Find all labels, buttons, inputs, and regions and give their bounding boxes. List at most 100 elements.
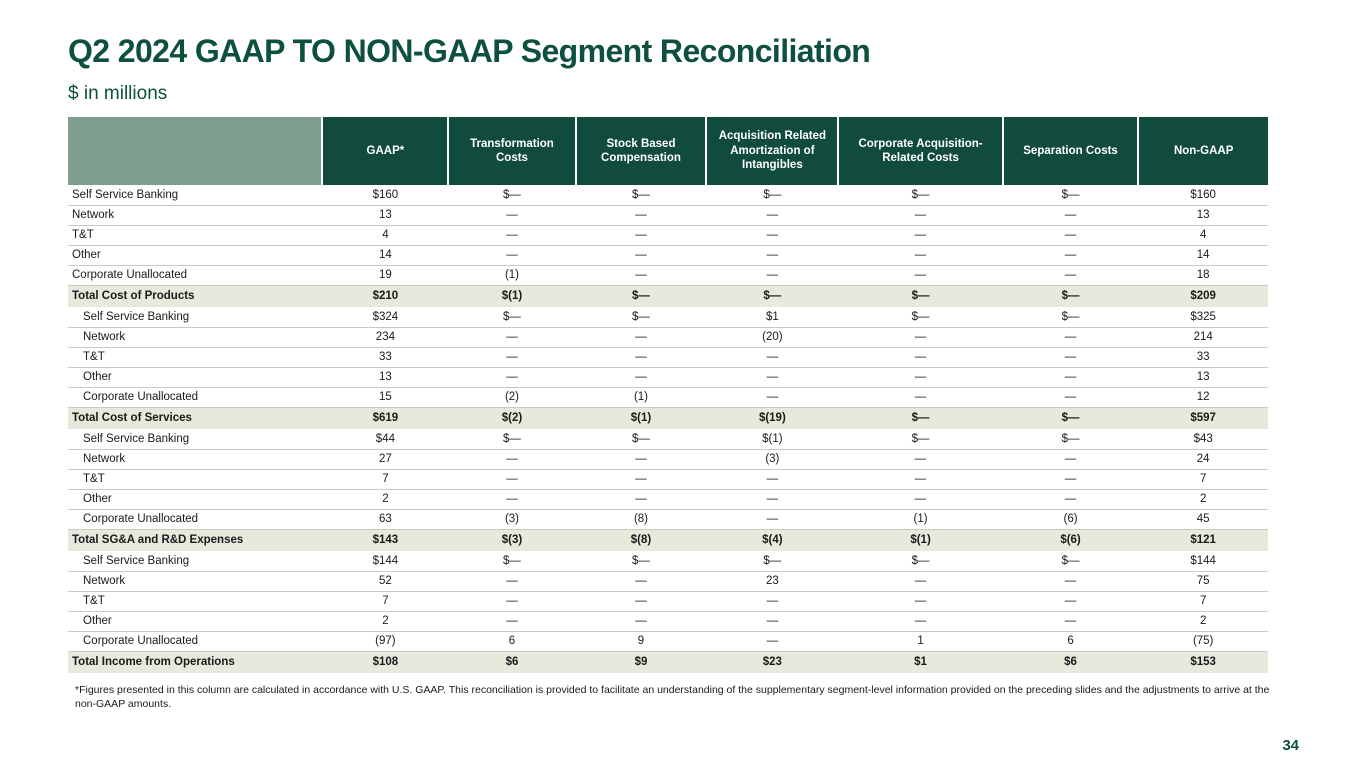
table-row: Network 13— — — — —13 bbox=[68, 205, 1268, 226]
value-cell: $324 bbox=[322, 307, 449, 328]
value-cell: $9 bbox=[575, 651, 707, 673]
value-cell: — bbox=[1002, 571, 1139, 592]
value-cell: $(2) bbox=[448, 407, 576, 429]
value-cell: — bbox=[575, 205, 707, 226]
value-cell: 33 bbox=[1138, 347, 1268, 368]
table-header-row: GAAP* Transformation Costs Stock Based Com… bbox=[68, 117, 1268, 185]
page-number: 34 bbox=[1282, 737, 1299, 754]
row-label: Self Service Banking bbox=[68, 307, 323, 328]
value-cell: 52 bbox=[322, 571, 449, 592]
table-row: Other 14— — — — —14 bbox=[68, 245, 1268, 266]
value-cell: — bbox=[838, 469, 1003, 490]
value-cell: 7 bbox=[1138, 591, 1268, 612]
value-cell: — bbox=[575, 367, 707, 388]
table-row: Other 2— — — — —2 bbox=[68, 611, 1268, 632]
value-cell: 19 bbox=[322, 265, 449, 286]
value-cell: $(6) bbox=[1002, 529, 1139, 551]
value-cell: — bbox=[575, 327, 707, 348]
value-cell: — bbox=[1002, 367, 1139, 388]
value-cell: — bbox=[448, 611, 576, 632]
row-label: Network bbox=[68, 571, 323, 592]
value-cell: 13 bbox=[1138, 205, 1268, 226]
value-cell: $— bbox=[706, 551, 839, 572]
row-label: Corporate Unallocated bbox=[68, 387, 323, 408]
value-cell: $43 bbox=[1138, 429, 1268, 450]
corner-cell bbox=[68, 117, 323, 185]
table-row: Corporate Unallocated 63 (3) (8) — (1) (6) 45 bbox=[68, 509, 1268, 530]
value-cell: (2) bbox=[448, 387, 576, 408]
value-cell: 4 bbox=[1138, 225, 1268, 246]
value-cell: — bbox=[575, 347, 707, 368]
value-cell: — bbox=[1002, 489, 1139, 510]
value-cell: $— bbox=[838, 429, 1003, 450]
column-header: Stock Based Compensation bbox=[574, 117, 707, 185]
value-cell: — bbox=[706, 245, 839, 266]
value-cell: $— bbox=[838, 285, 1003, 307]
table-row: Self Service Banking $160 $— $— $— $— $— $160 bbox=[68, 185, 1268, 206]
table-body: Self Service Banking $160 $— $— $— $— $— $160 Ne… bbox=[68, 185, 1268, 673]
value-cell: — bbox=[448, 245, 576, 266]
value-cell: $1 bbox=[838, 651, 1003, 673]
table-header: GAAP* Transformation Costs Stock Based Com… bbox=[68, 117, 1268, 185]
value-cell: — bbox=[575, 469, 707, 490]
value-cell: — bbox=[838, 245, 1003, 266]
value-cell: 14 bbox=[1138, 245, 1268, 266]
value-cell: — bbox=[448, 449, 576, 470]
table-row: T&T 7— — — — —7 bbox=[68, 469, 1268, 490]
table-row: Self Service Banking $324 $— $— $1 $— $— $325 bbox=[68, 307, 1268, 328]
value-cell: $— bbox=[448, 429, 576, 450]
value-cell: — bbox=[575, 591, 707, 612]
value-cell: $— bbox=[838, 307, 1003, 328]
value-cell: 12 bbox=[1138, 387, 1268, 408]
value-cell: 234 bbox=[322, 327, 449, 348]
total-row: Total Cost of Products $210 $(1) $— $— $— $— $2… bbox=[68, 285, 1268, 307]
row-label: T&T bbox=[68, 347, 323, 368]
column-header: Corporate Acquisition-Related Costs bbox=[837, 117, 1003, 185]
value-cell: — bbox=[838, 225, 1003, 246]
table-row: Self Service Banking $44 $— $— $(1) $— $— $43 bbox=[68, 429, 1268, 450]
value-cell: 6 bbox=[448, 631, 576, 652]
value-cell: (97) bbox=[322, 631, 449, 652]
row-label: Network bbox=[68, 205, 323, 226]
value-cell: $— bbox=[1002, 429, 1139, 450]
value-cell: $(4) bbox=[706, 529, 839, 551]
table-row: Other 13— — — — —13 bbox=[68, 367, 1268, 388]
value-cell: 13 bbox=[322, 367, 449, 388]
value-cell: — bbox=[838, 571, 1003, 592]
value-cell: 1 bbox=[838, 631, 1003, 652]
value-cell: 4 bbox=[322, 225, 449, 246]
reconciliation-table: GAAP* Transformation Costs Stock Based Com… bbox=[68, 117, 1268, 673]
row-label: Network bbox=[68, 449, 323, 470]
value-cell: (1) bbox=[448, 265, 576, 286]
value-cell: $144 bbox=[1138, 551, 1268, 572]
value-cell: $— bbox=[1002, 407, 1139, 429]
value-cell: $— bbox=[1002, 185, 1139, 206]
value-cell: 9 bbox=[575, 631, 707, 652]
value-cell: — bbox=[706, 631, 839, 652]
value-cell: — bbox=[1002, 449, 1139, 470]
value-cell: $(1) bbox=[448, 285, 576, 307]
table-row: Self Service Banking $144 $— $— $— $— $— $144 bbox=[68, 551, 1268, 572]
value-cell: 27 bbox=[322, 449, 449, 470]
row-label: Corporate Unallocated bbox=[68, 265, 323, 286]
value-cell: 24 bbox=[1138, 449, 1268, 470]
value-cell: — bbox=[706, 509, 839, 530]
value-cell: $— bbox=[838, 551, 1003, 572]
value-cell: (20) bbox=[706, 327, 839, 348]
value-cell: — bbox=[1002, 327, 1139, 348]
value-cell: — bbox=[448, 489, 576, 510]
value-cell: $(19) bbox=[706, 407, 839, 429]
value-cell: — bbox=[838, 265, 1003, 286]
page-title: Q2 2024 GAAP TO NON-GAAP Segment Reconci… bbox=[68, 33, 871, 69]
value-cell: — bbox=[448, 367, 576, 388]
value-cell: — bbox=[448, 225, 576, 246]
value-cell: $— bbox=[838, 185, 1003, 206]
value-cell: — bbox=[1002, 265, 1139, 286]
value-cell: $6 bbox=[1002, 651, 1139, 673]
value-cell: — bbox=[448, 205, 576, 226]
value-cell: — bbox=[706, 489, 839, 510]
value-cell: $(1) bbox=[838, 529, 1003, 551]
value-cell: $— bbox=[575, 429, 707, 450]
value-cell: (6) bbox=[1002, 509, 1139, 530]
